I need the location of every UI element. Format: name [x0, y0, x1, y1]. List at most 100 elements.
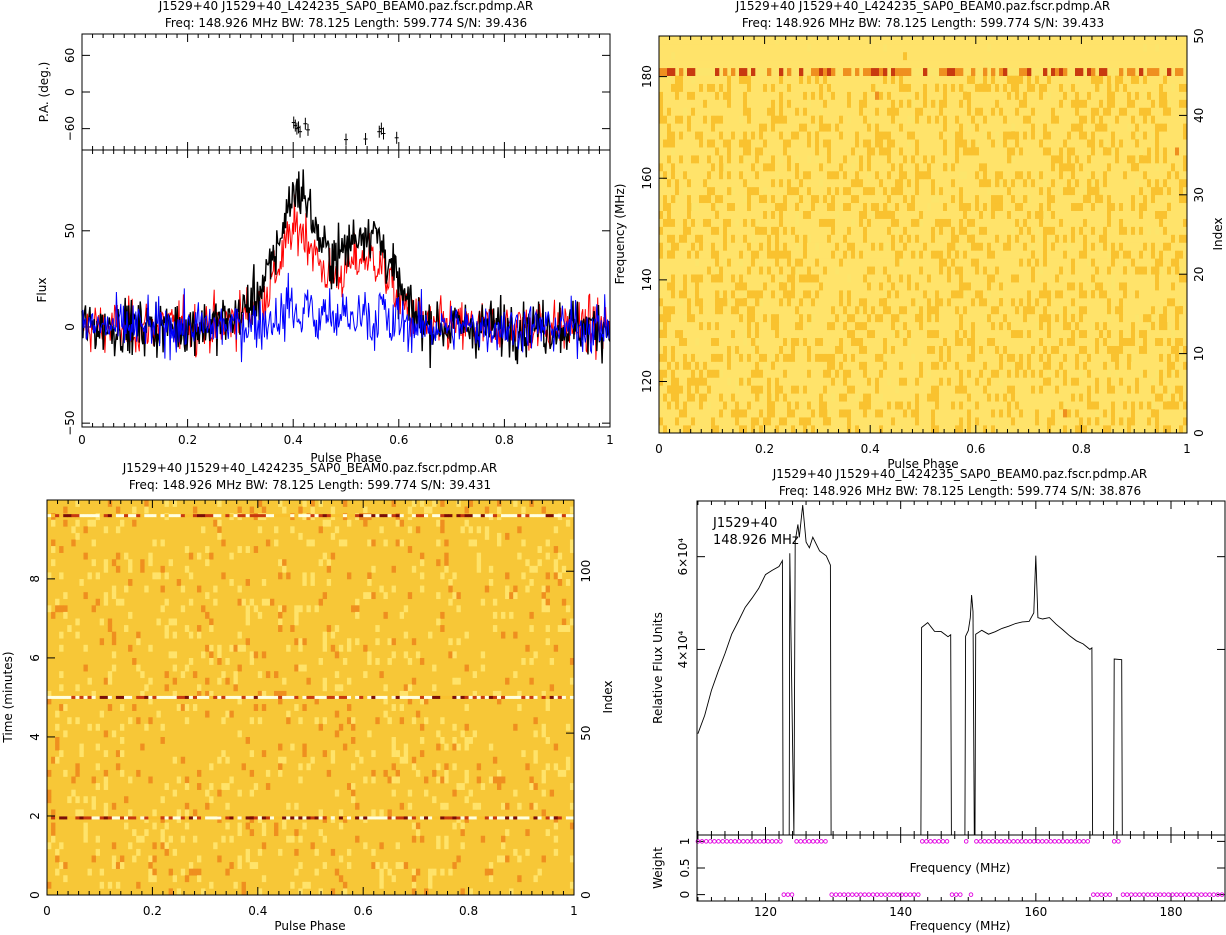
phase-frequency-cell	[811, 282, 816, 291]
phase-frequency-cell	[907, 313, 912, 323]
phase-frequency-cell	[1067, 409, 1072, 418]
phase-frequency-cell	[779, 210, 784, 219]
phase-frequency-cell	[683, 353, 688, 362]
phase-frequency-cell	[911, 202, 916, 211]
phase-frequency-cell	[939, 417, 944, 426]
phase-frequency-cell	[1163, 321, 1168, 331]
phase-frequency-cell	[943, 234, 948, 243]
phase-frequency-cell	[1047, 178, 1052, 188]
phase-frequency-cell	[851, 313, 856, 323]
phase-frequency-cell	[703, 377, 708, 386]
phase-frequency-cell	[1123, 242, 1128, 251]
phase-frequency-cell	[975, 369, 980, 378]
phase-frequency-cell	[715, 298, 720, 307]
phase-frequency-cell	[875, 298, 880, 307]
phase-frequency-cell	[923, 409, 928, 418]
phase-frequency-cell	[779, 321, 784, 331]
phase-frequency-cell	[1131, 361, 1136, 370]
phase-frequency-cell	[723, 298, 728, 307]
phase-frequency-cell	[1063, 147, 1068, 156]
phase-frequency-cell	[659, 290, 664, 299]
phase-frequency-cell	[1171, 266, 1176, 275]
phase-frequency-cell	[735, 290, 740, 299]
phase-frequency-cell	[987, 282, 992, 291]
phase-frequency-cell	[1003, 139, 1008, 148]
phase-frequency-cell	[715, 218, 720, 227]
phase-frequency-cell	[767, 274, 772, 283]
phase-frequency-cell	[779, 361, 784, 370]
phase-frequency-cell	[743, 250, 748, 259]
phase-frequency-cell	[875, 194, 880, 204]
phase-frequency-cell	[1111, 313, 1116, 323]
phase-frequency-cell	[1027, 353, 1032, 362]
phase-frequency-cell	[879, 266, 884, 275]
phase-frequency-cell	[999, 298, 1004, 307]
phase-frequency-cell	[1067, 274, 1072, 283]
phase-frequency-cell	[1171, 290, 1176, 299]
phase-frequency-cell	[1019, 385, 1024, 394]
phase-frequency-cell	[975, 147, 980, 156]
phase-frequency-cell	[755, 274, 760, 283]
phase-frequency-cell	[1043, 401, 1048, 410]
phase-frequency-cell	[1171, 210, 1176, 219]
phase-frequency-cell	[1179, 361, 1184, 370]
phase-frequency-cell	[1095, 298, 1100, 307]
phase-frequency-cell	[951, 163, 956, 172]
phase-frequency-cell	[779, 202, 784, 211]
phase-frequency-cell	[967, 329, 972, 339]
phase-frequency-cell	[727, 274, 732, 283]
phase-frequency-cell	[691, 147, 696, 156]
phase-frequency-cell	[1059, 377, 1064, 386]
phase-frequency-cell	[979, 329, 984, 339]
phase-frequency-cell	[975, 345, 980, 354]
phase-frequency-cell	[1103, 361, 1108, 370]
phase-frequency-cell	[907, 401, 912, 410]
phase-frequency-cell	[811, 385, 816, 394]
phase-frequency-cell	[1171, 409, 1176, 418]
phase-frequency-cell	[839, 409, 844, 418]
phase-frequency-cell	[1143, 202, 1148, 211]
phase-frequency-cell	[895, 218, 900, 227]
phase-frequency-cell	[851, 417, 856, 426]
phase-frequency-cell	[979, 250, 984, 259]
phase-frequency-cell	[731, 361, 736, 370]
phase-frequency-cell	[767, 353, 772, 362]
phase-frequency-cell	[1035, 329, 1040, 339]
phase-frequency-cell	[903, 329, 908, 339]
phase-frequency-cell	[1047, 186, 1052, 196]
phase-frequency-cell	[663, 345, 668, 354]
phase-frequency-cell	[671, 210, 676, 219]
phase-frequency-cell	[727, 202, 732, 211]
phase-frequency-cell	[659, 417, 664, 426]
phase-frequency-cell	[683, 139, 688, 148]
phase-frequency-cell	[1003, 361, 1008, 370]
phase-frequency-cell	[767, 345, 772, 354]
phase-frequency-cell	[743, 425, 748, 434]
phase-frequency-cell	[719, 266, 724, 275]
phase-frequency-cell	[711, 298, 716, 307]
phase-frequency-cell	[903, 194, 908, 204]
phase-frequency-cell	[687, 170, 692, 180]
phase-frequency-cell	[991, 202, 996, 211]
phase-frequency-cell	[863, 393, 868, 402]
phase-frequency-cell	[1039, 155, 1044, 164]
phase-frequency-cell	[1107, 194, 1112, 204]
phase-frequency-cell	[735, 337, 740, 346]
phase-frequency-cell	[851, 147, 856, 156]
phase-frequency-cell	[1051, 218, 1056, 227]
phase-frequency-cell	[1159, 226, 1164, 235]
phase-frequency-cell	[1103, 226, 1108, 235]
phase-frequency-cell	[851, 353, 856, 362]
phase-frequency-cell	[907, 393, 912, 402]
phase-frequency-cell	[715, 377, 720, 386]
phase-frequency-cell	[747, 353, 752, 362]
phase-frequency-cell	[811, 163, 816, 172]
phase-frequency-cell	[699, 226, 704, 235]
phase-frequency-cell	[871, 186, 876, 196]
phase-frequency-cell	[1027, 401, 1032, 410]
phase-frequency-cell	[1099, 409, 1104, 418]
phase-frequency-cell	[791, 147, 796, 156]
phase-frequency-cell	[871, 234, 876, 243]
phase-frequency-cell	[931, 417, 936, 426]
phase-frequency-cell	[951, 385, 956, 394]
